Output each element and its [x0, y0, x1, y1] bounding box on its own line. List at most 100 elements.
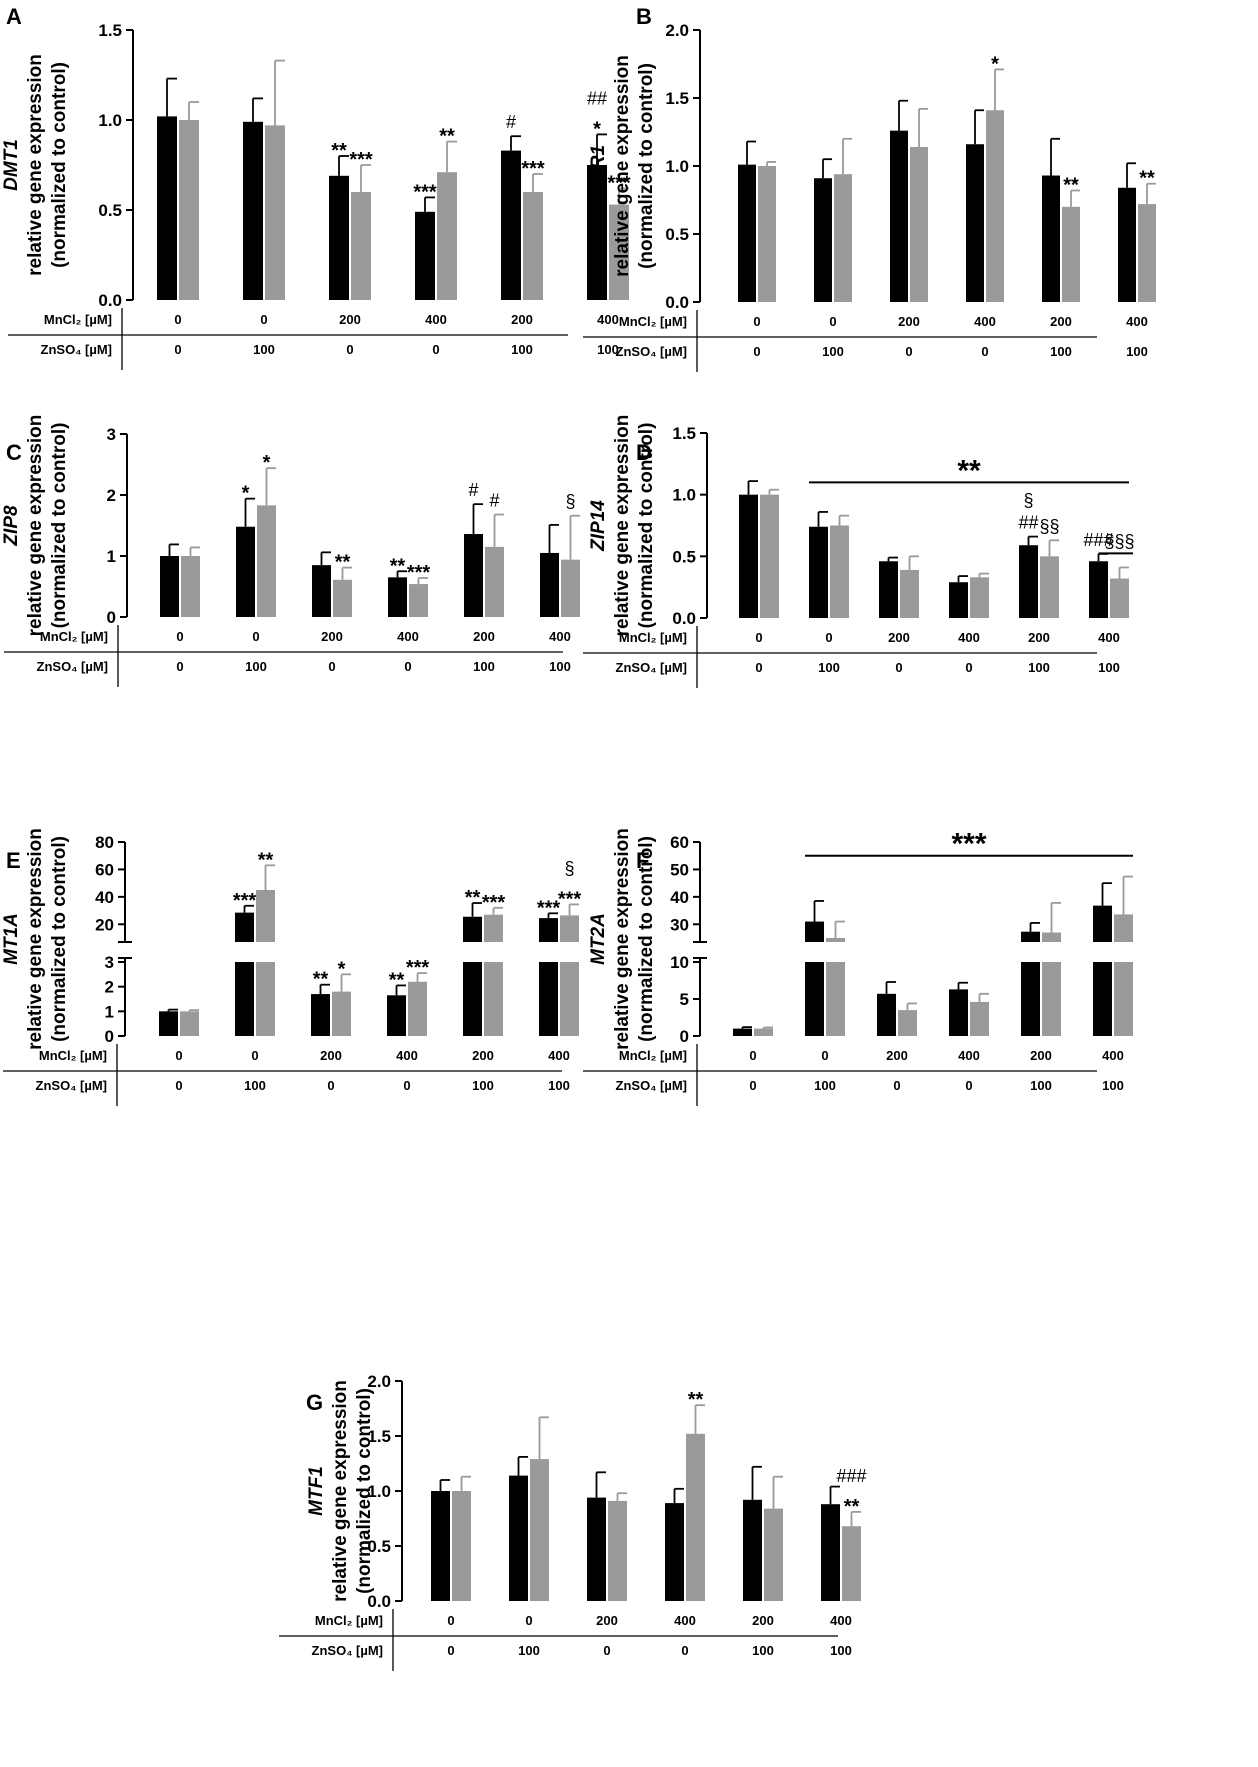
significance-mark: ###	[836, 1466, 866, 1486]
bar-black	[243, 121, 263, 300]
y-axis-label: ZIP8 relative gene expression (normalized …	[1, 415, 70, 637]
y-tick-label: 2.0	[665, 21, 689, 40]
bar-black	[587, 1497, 606, 1601]
significance-mark: **	[1139, 168, 1155, 190]
significance-mark: ***	[521, 158, 545, 180]
y-tick-label: 0.0	[98, 291, 122, 310]
bar-black	[587, 165, 607, 300]
table-cell-znso4: 0	[346, 342, 353, 357]
bar-black	[509, 1475, 528, 1601]
bar-black	[1019, 545, 1038, 618]
table-cell-znso4: 0	[893, 1078, 900, 1093]
y-tick-label: 60	[95, 860, 114, 879]
bar-gray	[485, 546, 504, 617]
bar-gray	[1042, 962, 1061, 1036]
bar-gray	[452, 1491, 471, 1601]
table-cell-znso4: 100	[822, 344, 844, 359]
bar-black	[501, 150, 521, 300]
table-cell-znso4: 100	[818, 660, 840, 675]
panel-letter: C	[6, 440, 22, 465]
bar-gray	[560, 962, 579, 1036]
table-cell-znso4: 100	[1030, 1078, 1052, 1093]
y-tick-label: 3	[105, 953, 114, 972]
bar-gray-upper	[256, 890, 275, 942]
bar-gray	[1114, 962, 1133, 1036]
y-axis-label-gene: MTF1	[306, 1466, 327, 1516]
significance-mark: §	[564, 858, 574, 878]
table-cell-znso4: 0	[403, 1078, 410, 1093]
y-axis-label-line2: (normalized to control)	[636, 63, 657, 269]
table-cell-mncl2: 200	[320, 1048, 342, 1063]
significance-mark: ***	[233, 890, 257, 912]
y-tick-label: 0	[680, 1027, 689, 1046]
bar-gray	[842, 1526, 861, 1601]
significance-mark: **	[1063, 174, 1079, 196]
bar-gray	[970, 577, 989, 618]
bar-black	[312, 565, 331, 617]
bar-black	[160, 556, 179, 617]
y-tick-label: 0.5	[367, 1537, 391, 1556]
bar-black	[733, 1028, 752, 1036]
bar-black	[809, 526, 828, 618]
bar-black	[464, 534, 483, 617]
significance-mark: ***	[558, 888, 582, 910]
bar-gray	[523, 192, 543, 300]
bar-gray	[754, 1028, 773, 1036]
table-cell-mncl2: 200	[888, 630, 910, 645]
significance-mark: **	[331, 140, 347, 162]
table-row-label-znso4: ZnSO₄ [µM]	[312, 1643, 383, 1658]
bar-gray	[408, 981, 427, 1036]
table-row-label-mncl2: MnCl₂ [µM]	[619, 1048, 687, 1063]
bar-black	[814, 178, 832, 302]
table-cell-mncl2: 200	[752, 1613, 774, 1628]
table-cell-mncl2: 200	[1030, 1048, 1052, 1063]
significance-mark: ***	[537, 897, 561, 919]
bar-gray-upper	[484, 914, 503, 942]
significance-mark: §§	[1039, 516, 1059, 536]
y-tick-label: 60	[670, 833, 689, 852]
bar-black	[1118, 187, 1136, 302]
y-axis-label-line1: relative gene expression	[612, 415, 633, 637]
bar-gray	[834, 174, 852, 302]
y-tick-label: 1.0	[665, 157, 689, 176]
significance-mark: *	[991, 53, 999, 75]
significance-mark: ##	[1018, 513, 1038, 533]
y-tick-label: 0.5	[665, 225, 689, 244]
y-tick-label: 10	[670, 953, 689, 972]
y-tick-label: 1	[105, 1002, 114, 1021]
bar-black	[949, 582, 968, 618]
bar-black-upper	[805, 921, 824, 942]
y-axis-label-gene: MT2A	[588, 913, 609, 965]
y-tick-label: 1.5	[672, 424, 696, 443]
table-cell-znso4: 100	[1028, 660, 1050, 675]
bar-black	[431, 1491, 450, 1601]
table-cell-mncl2: 400	[396, 1048, 418, 1063]
table-cell-znso4: 100	[1098, 660, 1120, 675]
table-cell-mncl2: 400	[1126, 314, 1148, 329]
table-cell-mncl2: 200	[596, 1613, 618, 1628]
table-cell-znso4: 0	[681, 1643, 688, 1658]
bar-black-upper	[1093, 905, 1112, 942]
table-cell-mncl2: 0	[749, 1048, 756, 1063]
table-cell-znso4: 100	[549, 659, 571, 674]
panel-b: B TfR1 relative gene expression (normalized…	[583, 4, 1156, 372]
table-cell-mncl2: 0	[821, 1048, 828, 1063]
table-cell-mncl2: 0	[176, 629, 183, 644]
bar-black	[157, 116, 177, 301]
table-cell-znso4: 0	[603, 1643, 610, 1658]
y-tick-label: 1.5	[665, 89, 689, 108]
table-cell-znso4: 0	[905, 344, 912, 359]
panel-letter: A	[6, 4, 22, 29]
bar-gray-upper	[826, 938, 845, 942]
bar-gray-upper	[560, 915, 579, 942]
bar-gray	[970, 1001, 989, 1036]
table-cell-znso4: 0	[749, 1078, 756, 1093]
table-cell-znso4: 100	[245, 659, 267, 674]
y-axis-label: MTF1 relative gene expression (normalized …	[306, 1380, 375, 1602]
significance-mark: #	[506, 112, 516, 132]
panel-letter: B	[636, 4, 652, 29]
bar-black	[890, 130, 908, 302]
y-tick-label: 30	[670, 915, 689, 934]
